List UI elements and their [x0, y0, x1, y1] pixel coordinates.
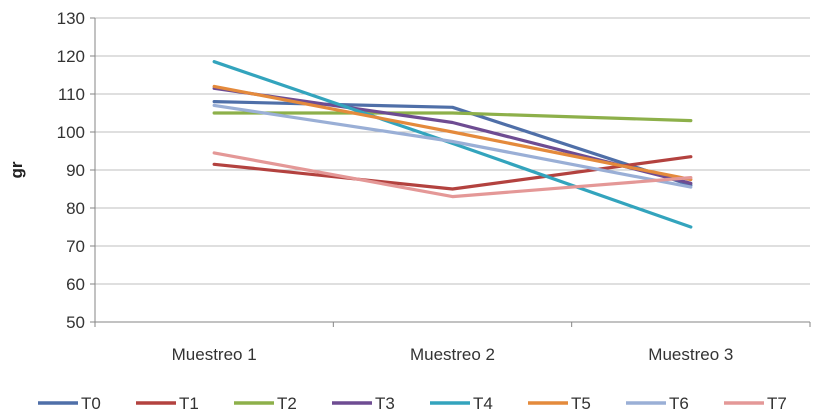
legend-label-t7: T7	[767, 394, 787, 413]
y-tick-label: 100	[57, 123, 85, 142]
series-line-t4	[212, 60, 693, 229]
legend-label-t6: T6	[669, 394, 689, 413]
legend-label-t1: T1	[179, 394, 199, 413]
y-tick-label: 130	[57, 9, 85, 28]
y-tick-label: 110	[58, 85, 85, 104]
series-lines	[212, 60, 693, 229]
x-tick-label: Muestreo 2	[410, 345, 495, 364]
axes	[90, 17, 811, 327]
x-tick-label: Muestreo 3	[648, 345, 733, 364]
y-tick-label: 50	[66, 313, 85, 332]
y-axis-label: gr	[7, 161, 26, 178]
y-tick-labels: 50 60 70 80 90 100 110 120 130	[57, 9, 85, 332]
gridlines	[95, 17, 810, 285]
legend-label-t3: T3	[375, 394, 395, 413]
legend-label-t0: T0	[81, 394, 101, 413]
y-tick-label: 70	[66, 237, 85, 256]
legend-label-t5: T5	[571, 394, 591, 413]
legend: T0 T1 T2 T3 T4 T5 T6 T7	[38, 394, 787, 413]
legend-label-t2: T2	[277, 394, 297, 413]
x-tick-labels: Muestreo 1 Muestreo 2 Muestreo 3	[172, 345, 734, 364]
x-tick-label: Muestreo 1	[172, 345, 257, 364]
y-tick-label: 60	[66, 275, 85, 294]
y-tick-label: 80	[66, 199, 85, 218]
y-tick-label: 120	[57, 47, 85, 66]
legend-label-t4: T4	[473, 394, 493, 413]
y-tick-label: 90	[66, 161, 85, 180]
